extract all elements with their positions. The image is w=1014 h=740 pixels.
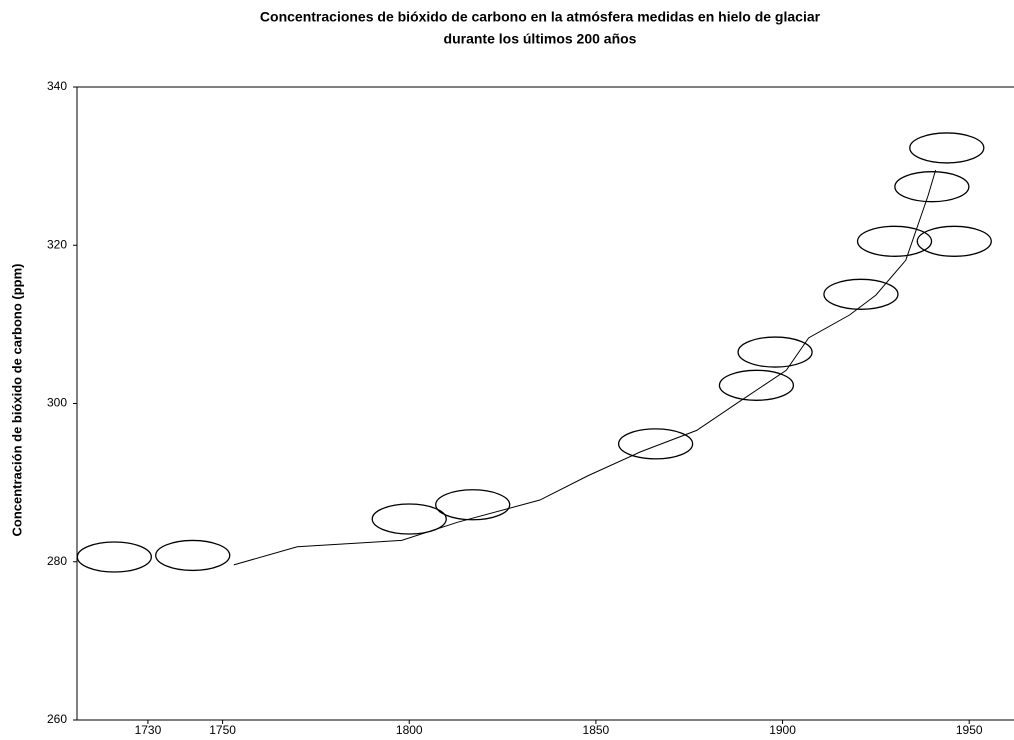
x-tick-label: 1750 [209,723,236,737]
data-point [856,225,933,257]
data-point [823,278,899,310]
y-tick-label: 340 [47,79,67,93]
data-point [894,171,970,203]
chart-title: Concentraciones de bióxido de carbono en… [260,9,821,25]
data-point [916,225,992,257]
y-tick-label: 320 [47,237,67,251]
data-point [737,336,813,368]
data-point [76,541,152,573]
x-tick-label: 1730 [135,723,162,737]
x-tick-label: 1900 [769,723,796,737]
x-tick-label: 1850 [583,723,610,737]
x-tick-label: 1950 [956,723,983,737]
chart-subtitle: durante los últimos 200 años [444,31,637,47]
data-point [718,369,795,401]
y-tick-label: 300 [47,396,67,410]
y-tick-label: 280 [47,554,67,568]
x-tick-label: 1800 [396,723,423,737]
data-point [617,428,694,460]
trend-line [233,169,937,566]
data-point [371,503,447,535]
y-tick-label: 260 [47,712,67,726]
data-point [435,489,511,521]
data-point [909,132,985,164]
data-point [155,539,231,572]
y-axis-label: Concentración de bióxido de carbono (ppm… [9,263,24,536]
